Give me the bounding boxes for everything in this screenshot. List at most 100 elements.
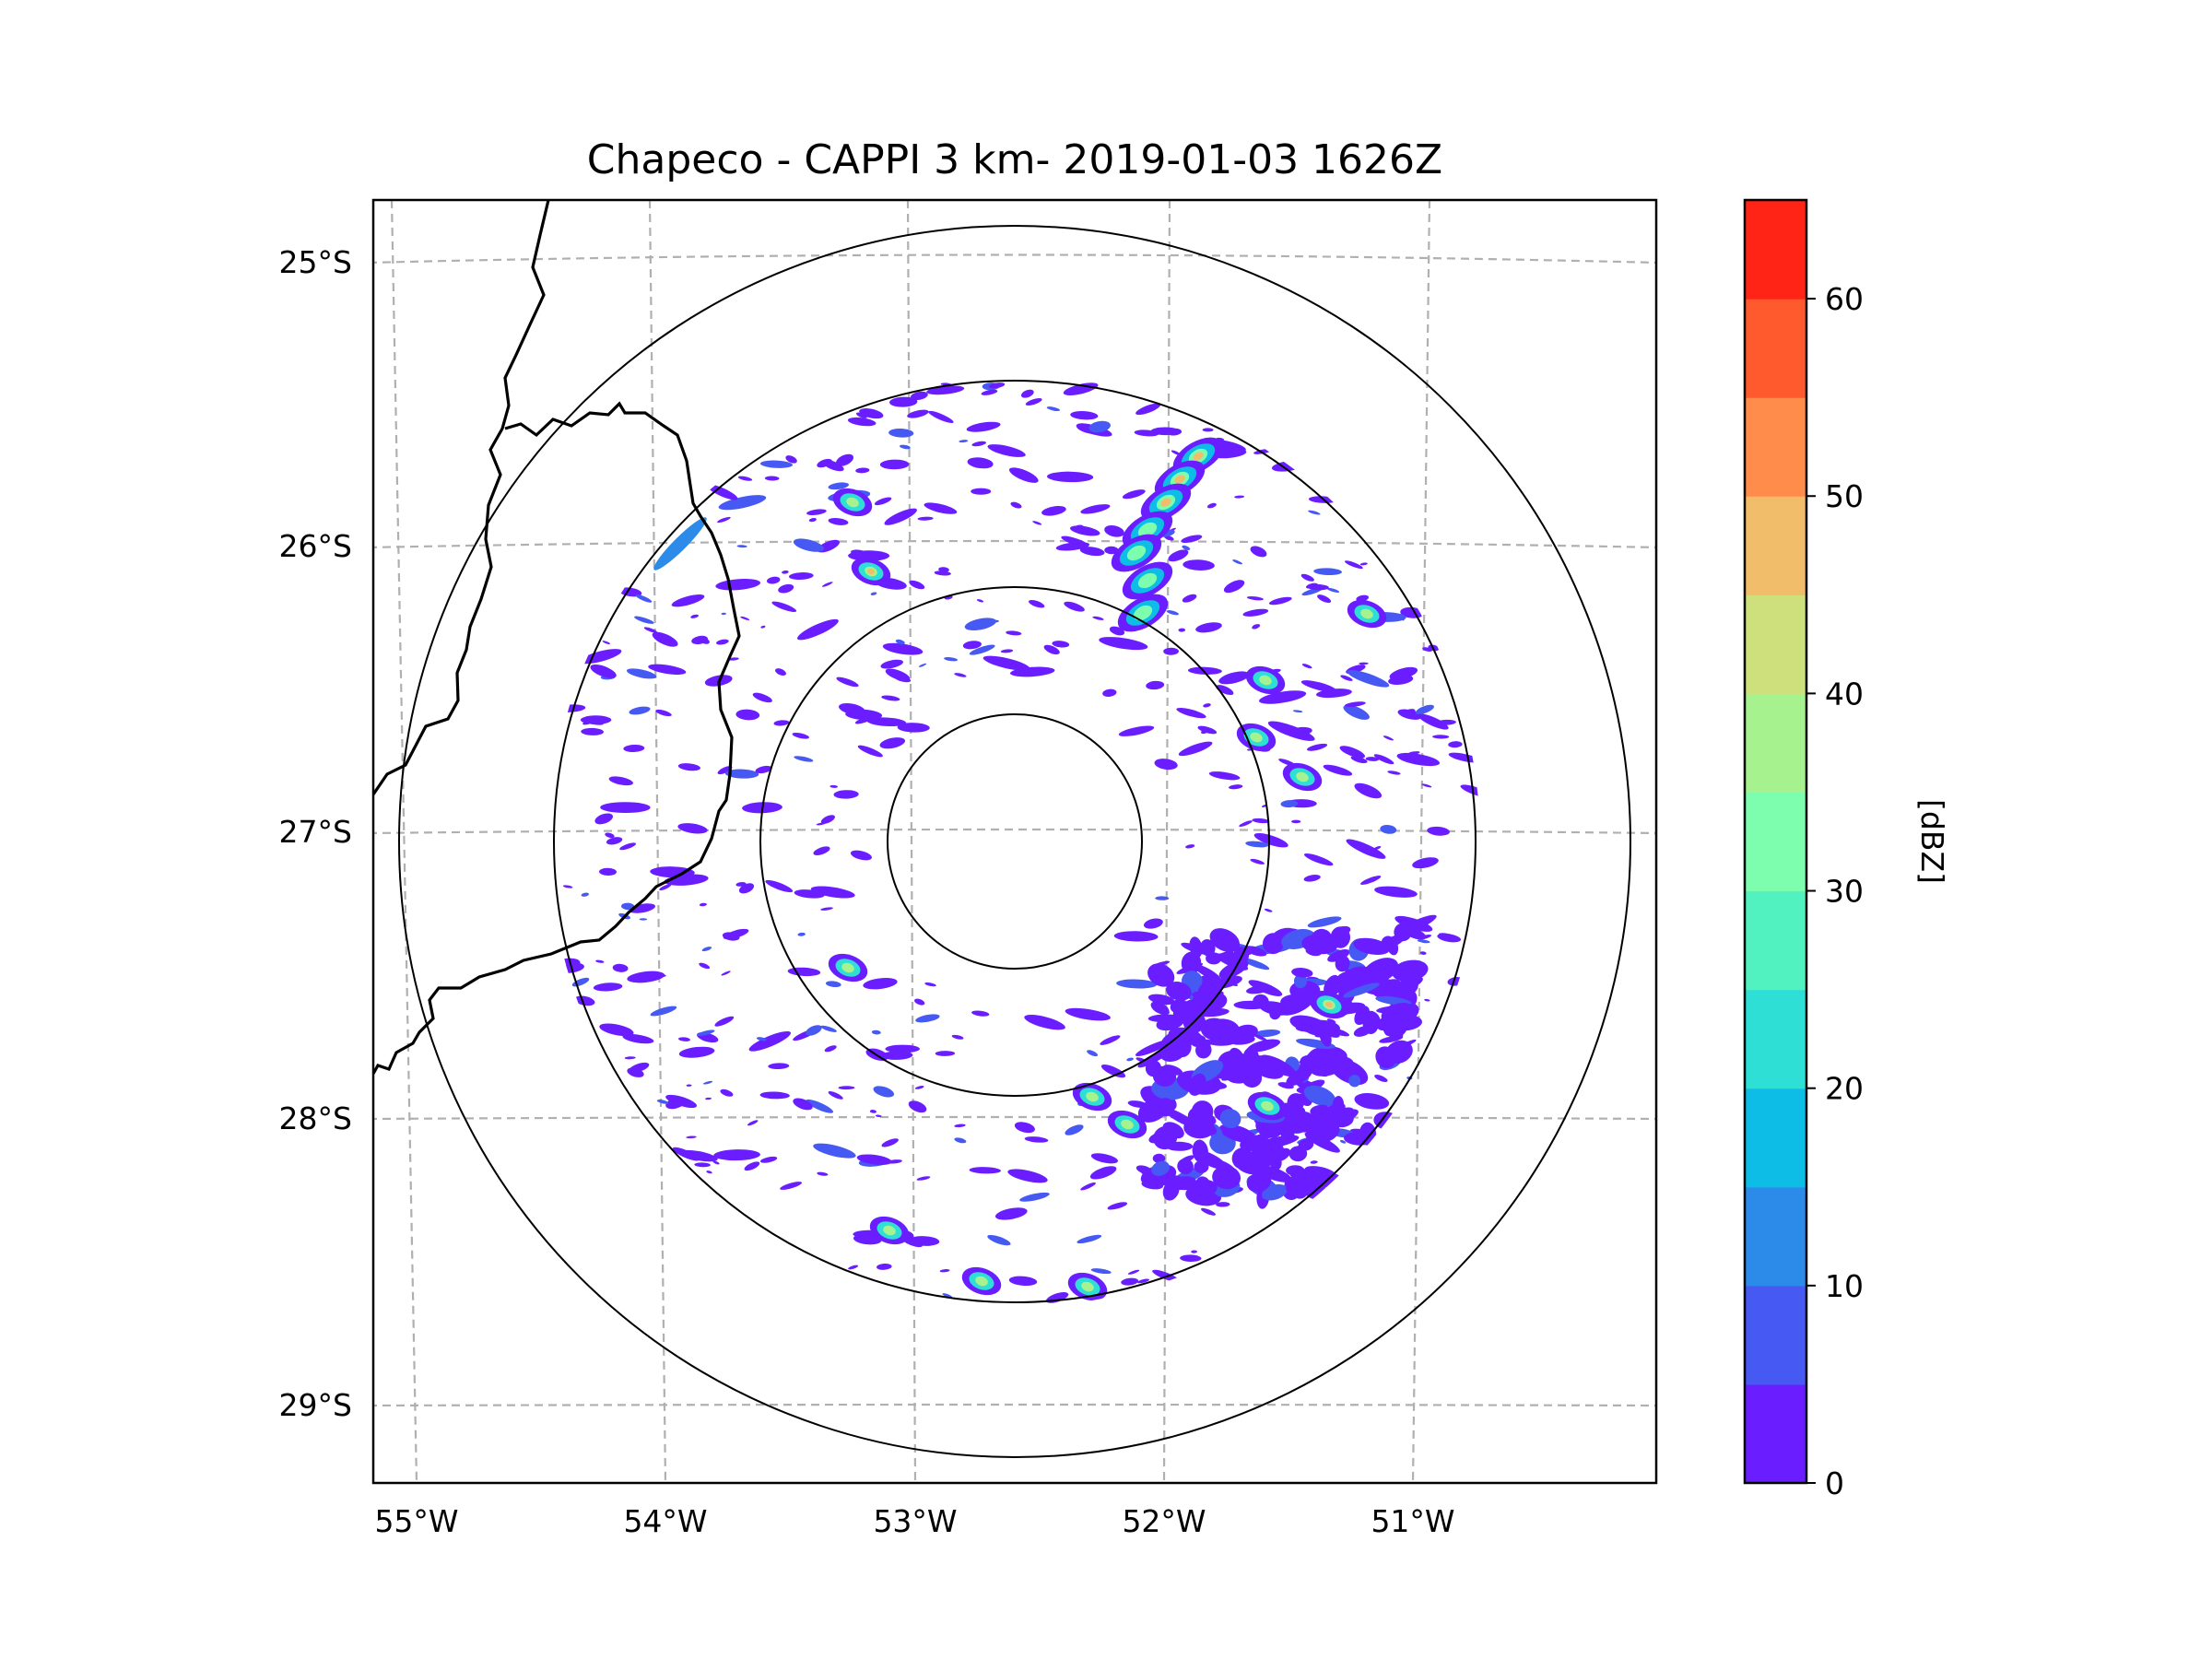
echo-cell [1259, 690, 1307, 704]
echo-cell [797, 932, 806, 936]
colorbar-block [1745, 1383, 1806, 1484]
echo-cell [987, 1234, 1011, 1246]
echo-cell [1025, 398, 1042, 406]
echo-cell [747, 1120, 759, 1126]
echo-cell [721, 612, 726, 616]
echo-cell [1147, 1014, 1180, 1022]
echo-cell [1151, 1160, 1170, 1176]
echo-cell [1107, 1202, 1128, 1210]
echo-cell [1191, 1250, 1197, 1253]
echo-cell [1200, 1018, 1230, 1041]
echo-cell [602, 641, 611, 645]
echo-cell [1069, 525, 1100, 536]
echo-cell [883, 1225, 896, 1236]
colorbar-block [1745, 792, 1806, 892]
echo-cell [1065, 1007, 1111, 1021]
echo-cell [1306, 743, 1328, 751]
colorbar-ticks: 0 10 20 30 40 50 60 [1806, 281, 1864, 1501]
echo-cell [1359, 662, 1369, 665]
echo-cell [813, 846, 830, 855]
echo-cell [1137, 522, 1158, 538]
colorbar-block [1745, 890, 1806, 991]
echo-cell [1178, 628, 1186, 632]
echo-cell [1436, 719, 1456, 725]
echo-cell [1181, 535, 1203, 544]
echo-cell [1228, 1129, 1241, 1137]
echo-cell [714, 1016, 735, 1027]
echo-cell [924, 502, 958, 514]
echo-cell [1041, 506, 1066, 516]
echo-cell [639, 918, 648, 921]
echo-cell [1126, 1057, 1134, 1062]
echo-cell [810, 886, 855, 899]
echo-cell [1177, 1158, 1194, 1175]
lat-line-27 [373, 828, 1656, 835]
colorbar-label: [dBZ] [1914, 799, 1950, 884]
echo-cell [717, 766, 733, 775]
echo-cell [1432, 735, 1450, 739]
echo-cell [976, 599, 984, 603]
echo-cell [605, 832, 615, 839]
echo-cell [1100, 1035, 1121, 1045]
echo-cell [744, 1161, 760, 1171]
echo-cell [1252, 818, 1270, 824]
echo-cell [1448, 752, 1480, 763]
range-ring-4 [398, 225, 1631, 1458]
echo-cell [1009, 666, 1055, 677]
echo-cell [759, 460, 794, 468]
echo-cell [748, 1030, 791, 1052]
colorbar-tick-label: 40 [1825, 676, 1864, 712]
echo-cell [1332, 1096, 1345, 1115]
echo-cell [954, 1137, 967, 1144]
colorbar-block [1745, 496, 1806, 595]
graticule [373, 200, 1656, 1483]
echo-cell [655, 709, 672, 717]
echo-cell [1339, 746, 1366, 759]
echo-cell [1417, 939, 1430, 944]
echo-cell [985, 619, 999, 623]
echo-cell [584, 719, 604, 725]
echo-cell [1150, 427, 1180, 436]
echo-cell [724, 769, 759, 779]
echo-cell [621, 902, 635, 911]
echo-cell [1326, 587, 1340, 593]
echo-cell [1421, 783, 1432, 788]
echo-cell [1448, 741, 1463, 748]
echo-cell [1216, 1202, 1230, 1207]
echo-cell [1400, 606, 1424, 618]
echo-cell [1317, 594, 1332, 604]
echo-cell [1343, 982, 1380, 998]
echo-cell [1047, 471, 1094, 483]
echo-cell [606, 837, 623, 845]
echo-cell [1281, 1116, 1301, 1135]
echo-cell [736, 545, 747, 548]
echo-cell [1340, 675, 1353, 681]
echo-cell [1344, 1131, 1375, 1146]
echo-cell [1344, 560, 1363, 570]
echo-cell [626, 668, 657, 679]
range-ring-3 [553, 380, 1477, 1303]
echo-cell [1354, 782, 1382, 799]
echo-cell [1362, 958, 1399, 984]
echo-cell [593, 982, 623, 992]
echo-cell [1386, 1003, 1418, 1024]
echo-cell [1308, 510, 1321, 515]
echo-cell [1202, 428, 1214, 432]
echo-cell [1373, 754, 1394, 765]
lon-label-54: 54°W [623, 1503, 707, 1539]
lat-line-29 [373, 1403, 1656, 1407]
echo-cell [1419, 951, 1427, 955]
echo-cell [599, 1023, 634, 1037]
colorbar-tick-label: 60 [1825, 281, 1864, 317]
echo-cell [1104, 524, 1124, 537]
lon-tick-labels: 55°W 54°W 53°W 52°W 51°W [374, 1503, 1454, 1539]
echo-cell [713, 1149, 760, 1161]
echo-cell [969, 644, 995, 655]
echo-cell [677, 823, 708, 834]
echo-cell [690, 614, 699, 618]
echo-cell [1152, 1153, 1166, 1164]
echo-cell [634, 616, 654, 624]
plot-title: Chapeco - CAPPI 3 km- 2019-01-03 1626Z [587, 136, 1442, 183]
echo-cell [773, 720, 790, 726]
colorbar-tick-label: 0 [1825, 1465, 1844, 1501]
